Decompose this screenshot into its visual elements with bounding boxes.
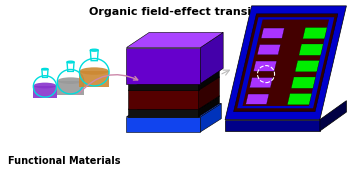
Polygon shape <box>199 96 219 117</box>
Ellipse shape <box>34 83 56 88</box>
Polygon shape <box>299 44 323 55</box>
Ellipse shape <box>58 77 84 84</box>
FancyArrowPatch shape <box>79 75 138 94</box>
Polygon shape <box>79 71 109 87</box>
Polygon shape <box>199 70 219 90</box>
Polygon shape <box>242 19 329 106</box>
Polygon shape <box>129 109 199 117</box>
Polygon shape <box>129 96 219 109</box>
Text: Organic field-effect transistors: Organic field-effect transistors <box>89 7 283 17</box>
Text: Circuits: Circuits <box>268 118 310 128</box>
Text: Functional Materials: Functional Materials <box>8 156 120 166</box>
Polygon shape <box>250 77 273 88</box>
Polygon shape <box>291 77 316 88</box>
Polygon shape <box>257 45 280 55</box>
Polygon shape <box>295 60 319 72</box>
Polygon shape <box>126 117 200 132</box>
Polygon shape <box>261 28 284 38</box>
Polygon shape <box>234 14 338 112</box>
Polygon shape <box>200 104 221 132</box>
Polygon shape <box>200 32 223 84</box>
Polygon shape <box>287 93 312 105</box>
Polygon shape <box>253 61 277 71</box>
Polygon shape <box>126 48 200 84</box>
Polygon shape <box>129 77 219 90</box>
Polygon shape <box>57 81 84 95</box>
Polygon shape <box>33 85 57 98</box>
Polygon shape <box>129 90 199 109</box>
Polygon shape <box>129 70 219 84</box>
Polygon shape <box>320 101 347 131</box>
Polygon shape <box>126 32 223 48</box>
Ellipse shape <box>80 67 109 75</box>
Polygon shape <box>225 6 347 120</box>
Polygon shape <box>246 94 269 104</box>
Polygon shape <box>199 77 219 109</box>
Polygon shape <box>225 120 320 131</box>
Polygon shape <box>129 84 199 90</box>
Polygon shape <box>303 27 327 39</box>
Polygon shape <box>237 17 334 108</box>
Polygon shape <box>126 104 221 117</box>
